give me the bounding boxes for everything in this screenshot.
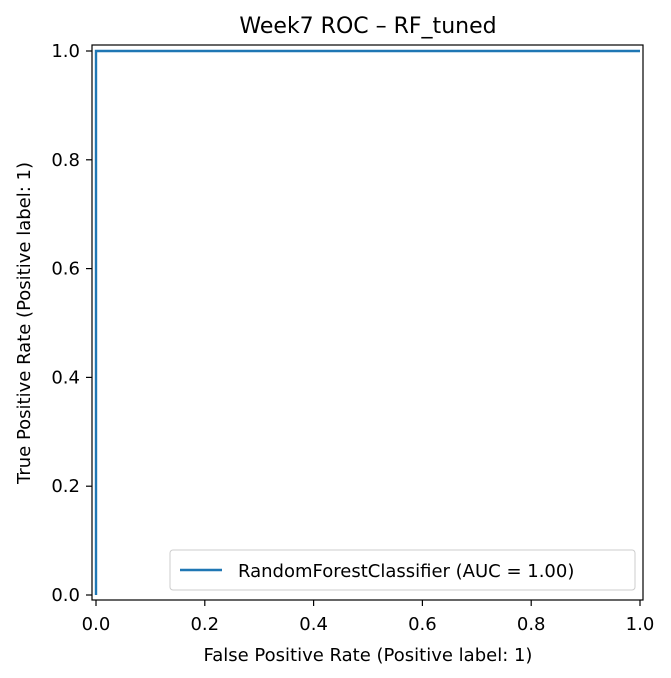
series-layer <box>94 49 640 595</box>
plot-area <box>92 45 643 600</box>
x-axis-ticks: 0.0 0.2 0.4 0.6 0.8 1.0 <box>82 600 655 635</box>
y-tick-label: 0.8 <box>51 150 80 171</box>
y-axis-label: True Positive Rate (Positive label: 1) <box>14 162 35 485</box>
legend-box <box>169 549 636 591</box>
series-line-0 <box>94 49 640 595</box>
y-tick-label: 0.2 <box>51 476 80 497</box>
legend: RandomForestClassifier (AUC = 1.00) <box>169 549 636 591</box>
chart-title: Week7 ROC – RF_tuned <box>239 14 496 39</box>
x-tick-label: 0.2 <box>190 614 219 635</box>
y-tick-label: 0.0 <box>51 585 80 606</box>
y-tick-label: 1.0 <box>51 41 80 62</box>
x-axis-label: False Positive Rate (Positive label: 1) <box>204 645 533 666</box>
legend-label: RandomForestClassifier (AUC = 1.00) <box>238 561 574 582</box>
x-tick-label: 0.4 <box>299 614 328 635</box>
x-tick-label: 1.0 <box>626 614 655 635</box>
x-tick-label: 0.6 <box>408 614 437 635</box>
x-tick-label: 0.8 <box>517 614 546 635</box>
y-axis-ticks: 0.0 0.2 0.4 0.6 0.8 1.0 <box>51 41 92 606</box>
plot-background <box>92 45 643 600</box>
x-tick-label: 0.0 <box>82 614 111 635</box>
y-tick-label: 0.4 <box>51 367 80 388</box>
plot-frame <box>91 44 644 601</box>
y-tick-label: 0.6 <box>51 259 80 280</box>
